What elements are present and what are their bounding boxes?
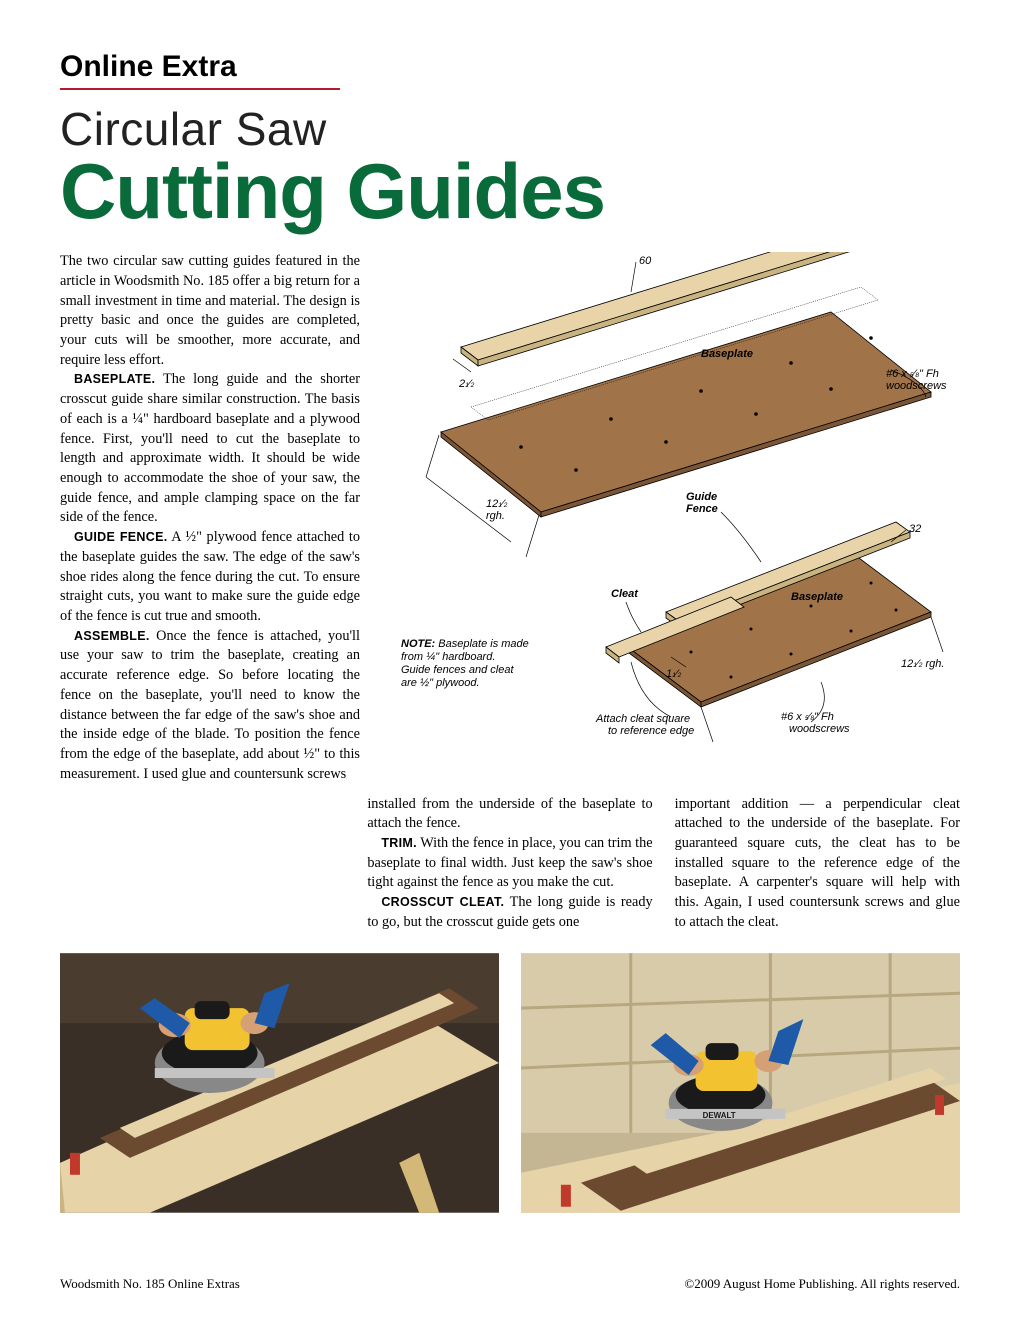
guidefence-para: GUIDE FENCE. A ½" plywood fence attached… <box>60 528 360 627</box>
svg-text:DEWALT: DEWALT <box>703 1110 736 1119</box>
baseplate-para: BASEPLATE. The long guide and the shorte… <box>60 370 360 528</box>
trim-para: TRIM. With the fence in place, you can t… <box>367 834 652 893</box>
technical-diagram: 60 21⁄2 121⁄2 rgh. Guide Fence Baseplate… <box>382 252 960 772</box>
svg-text:woodscrews: woodscrews <box>789 723 850 735</box>
svg-text:#6 x 5⁄8" Fh: #6 x 5⁄8" Fh <box>886 368 939 380</box>
svg-text:32: 32 <box>909 523 921 535</box>
photo-left <box>60 953 499 1213</box>
intro-para: The two circular saw cutting guides feat… <box>60 252 360 370</box>
svg-text:Baseplate: Baseplate <box>791 591 843 603</box>
svg-text:121⁄2 rgh.: 121⁄2 rgh. <box>901 658 944 670</box>
svg-text:121⁄2: 121⁄2 <box>486 498 508 510</box>
photo-row: DEWALT <box>60 953 960 1213</box>
left-column: The two circular saw cutting guides feat… <box>60 252 360 784</box>
footer-left: Woodsmith No. 185 Online Extras <box>60 1276 240 1292</box>
svg-text:rgh.: rgh. <box>486 510 505 522</box>
svg-text:60: 60 <box>639 255 652 267</box>
svg-text:Attach cleat square: Attach cleat square <box>595 713 690 725</box>
cleat-para: CROSSCUT CLEAT. The long guide is ready … <box>367 893 652 932</box>
svg-text:from ¼" hardboard.: from ¼" hardboard. <box>401 651 495 663</box>
svg-text:Fence: Fence <box>686 503 718 515</box>
subtitle: Circular Saw <box>60 106 960 152</box>
assemble-para: ASSEMBLE. Once the fence is attached, yo… <box>60 627 360 785</box>
svg-text:21⁄2: 21⁄2 <box>458 378 475 390</box>
col3-para: important addition — a perpendicular cle… <box>675 795 960 933</box>
svg-text:Guide fences and cleat: Guide fences and cleat <box>401 664 514 676</box>
lower-columns: installed from the underside of the base… <box>60 795 960 933</box>
svg-text:to reference edge: to reference edge <box>608 725 694 737</box>
main-title: Cutting Guides <box>60 154 960 228</box>
footer-right: ©2009 August Home Publishing. All rights… <box>684 1276 960 1292</box>
svg-text:Baseplate: Baseplate <box>701 348 753 360</box>
svg-text:#6 x 5⁄8" Fh: #6 x 5⁄8" Fh <box>781 711 834 723</box>
kicker: Online Extra <box>60 50 340 90</box>
svg-text:are ½" plywood.: are ½" plywood. <box>401 677 480 689</box>
photo-right: DEWALT <box>521 953 960 1213</box>
page-footer: Woodsmith No. 185 Online Extras ©2009 Au… <box>60 1276 960 1292</box>
col2-continuation: installed from the underside of the base… <box>367 795 652 834</box>
svg-text:woodscrews: woodscrews <box>886 380 947 392</box>
svg-text:Guide: Guide <box>686 491 717 503</box>
svg-text:NOTE: Baseplate is made: NOTE: Baseplate is made <box>401 638 529 650</box>
svg-text:Cleat: Cleat <box>611 588 639 600</box>
